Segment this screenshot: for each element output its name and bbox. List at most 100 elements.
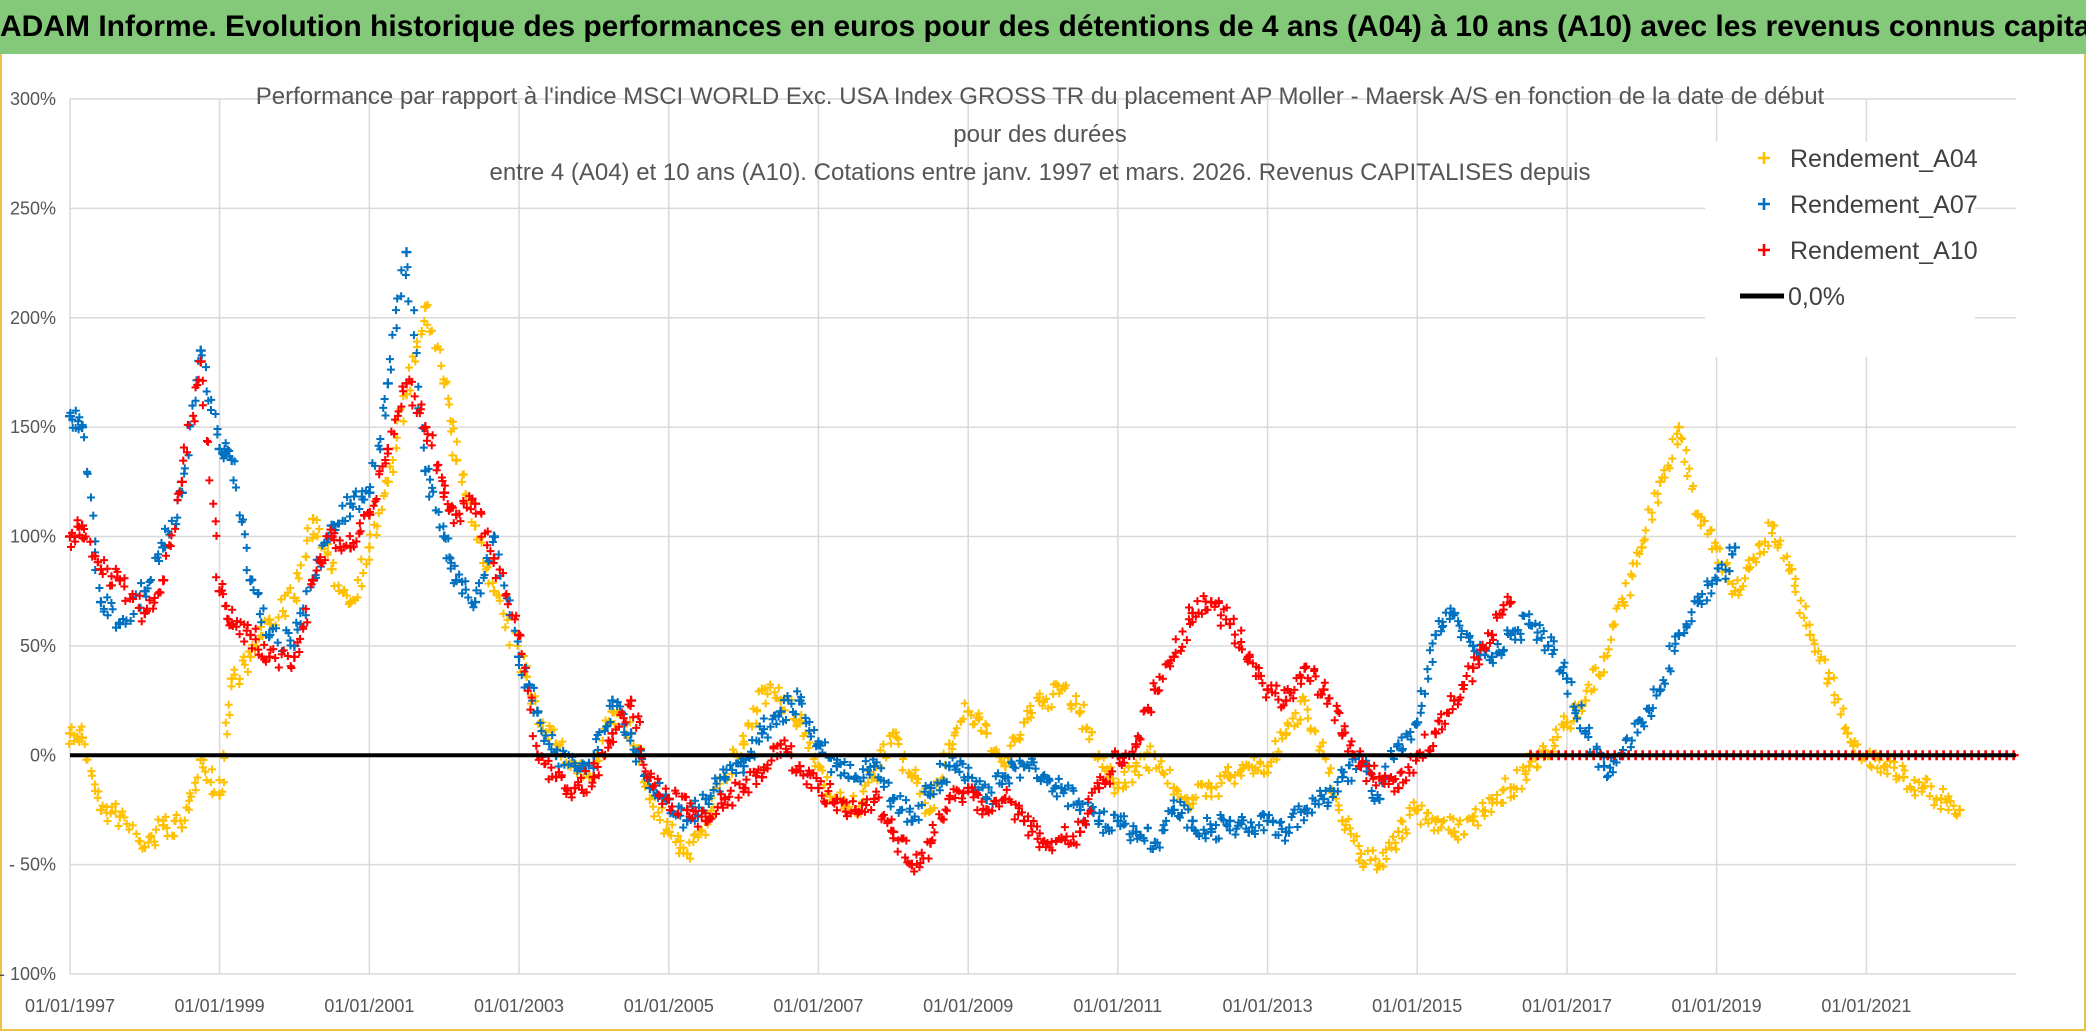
data-point	[420, 301, 431, 312]
data-point-fill	[225, 446, 234, 455]
data-point-fill	[428, 431, 437, 440]
data-point-fill	[1264, 768, 1273, 777]
data-point-fill	[68, 528, 77, 537]
scatter-chart: - 100% - 50% 0% 50% 100% 150% 200% 250% 300% 01/…	[0, 83, 2019, 1016]
data-point-fill	[209, 499, 218, 508]
data-point-fill	[303, 536, 312, 545]
data-point-fill	[1346, 741, 1355, 750]
y-tick-label: - 50%	[9, 855, 56, 875]
data-point-fill	[152, 825, 161, 834]
data-point-fill	[512, 611, 521, 620]
data-point-fill	[390, 429, 399, 438]
data-point-fill	[1764, 541, 1773, 550]
data-point-fill	[655, 816, 664, 825]
data-point-fill	[212, 573, 221, 582]
data-point-fill	[1310, 665, 1319, 674]
data-point-fill	[204, 437, 213, 446]
data-point-fill	[589, 759, 598, 768]
data-point-fill	[193, 381, 202, 390]
data-point-fill	[1303, 714, 1312, 723]
data-point-fill	[370, 461, 379, 470]
data-point	[1224, 619, 1235, 629]
data-point-fill	[1809, 636, 1818, 645]
data-point	[1075, 804, 1086, 815]
data-point-fill	[1680, 629, 1689, 638]
data-point	[1318, 794, 1329, 804]
data-point	[1543, 640, 1554, 651]
data-point	[1524, 761, 1535, 772]
data-point-fill	[414, 382, 423, 391]
data-point-fill	[728, 745, 737, 754]
data-point-fill	[1405, 804, 1414, 813]
data-point-fill	[312, 515, 321, 524]
data-point-fill	[898, 805, 907, 814]
chart-title-line: Performance par rapport à l'indice MSCI …	[256, 83, 1825, 110]
data-point-fill	[93, 793, 102, 802]
data-point-fill	[249, 586, 258, 595]
data-point-fill	[1699, 517, 1708, 526]
data-point-fill	[1291, 709, 1300, 718]
data-point-fill	[1016, 730, 1025, 739]
data-point-fill	[1435, 717, 1444, 726]
data-point-fill	[1883, 762, 1892, 771]
data-point-fill	[404, 363, 413, 372]
data-point-fill	[118, 807, 127, 816]
data-point-fill	[1004, 773, 1013, 782]
data-point-fill	[766, 683, 775, 692]
data-point-fill	[355, 504, 364, 513]
data-point-fill	[452, 456, 461, 465]
data-point-fill	[120, 582, 129, 591]
data-point-fill	[1441, 719, 1450, 728]
data-point-fill	[435, 523, 444, 532]
data-point-fill	[1172, 785, 1181, 794]
data-point-fill	[812, 773, 821, 782]
data-point-fill	[1352, 832, 1361, 841]
data-point	[1019, 815, 1030, 826]
data-point-fill	[235, 674, 244, 683]
data-point-fill	[668, 820, 677, 829]
data-point	[264, 651, 275, 662]
data-point-fill	[1093, 778, 1102, 787]
y-tick-label: 0%	[30, 745, 56, 765]
data-point-fill	[1216, 621, 1225, 630]
data-point-fill	[886, 802, 895, 811]
data-point-fill	[1397, 767, 1406, 776]
y-tick-label: 100%	[10, 527, 56, 547]
report-banner: ADAM Informe. Evolution historique des p…	[0, 0, 2086, 54]
data-point-fill	[477, 509, 486, 518]
data-point-fill	[1026, 713, 1035, 722]
data-point-fill	[930, 803, 939, 812]
data-point-fill	[199, 755, 208, 764]
data-point-fill	[928, 820, 937, 829]
data-point-fill	[1334, 801, 1343, 810]
data-point	[1281, 728, 1292, 739]
data-point-fill	[136, 579, 145, 588]
legend-label: 0,0%	[1788, 283, 1845, 311]
data-point-fill	[766, 722, 775, 731]
data-point-fill	[1023, 812, 1032, 821]
data-point-fill	[1592, 745, 1601, 754]
data-point-fill	[1085, 735, 1094, 744]
data-point	[226, 619, 237, 629]
data-point-fill	[111, 799, 120, 808]
data-point-fill	[619, 714, 628, 723]
data-point-fill	[1433, 815, 1442, 824]
data-point-fill	[1339, 768, 1348, 777]
data-point-fill	[1596, 671, 1605, 680]
data-point-fill	[671, 838, 680, 847]
data-point-fill	[1217, 778, 1226, 787]
data-point-fill	[1402, 776, 1411, 785]
data-point	[488, 553, 499, 564]
data-point-fill	[914, 775, 923, 784]
data-point-fill	[1299, 816, 1308, 825]
data-point-fill	[787, 699, 796, 708]
data-point-fill	[706, 791, 715, 800]
data-point-fill	[469, 603, 478, 612]
data-point-fill	[385, 355, 394, 364]
data-point-fill	[1622, 734, 1631, 743]
data-point-fill	[893, 847, 902, 856]
data-point-fill	[928, 836, 937, 845]
data-point-fill	[444, 534, 453, 543]
data-point-fill	[1165, 765, 1174, 774]
data-point-fill	[1600, 668, 1609, 677]
